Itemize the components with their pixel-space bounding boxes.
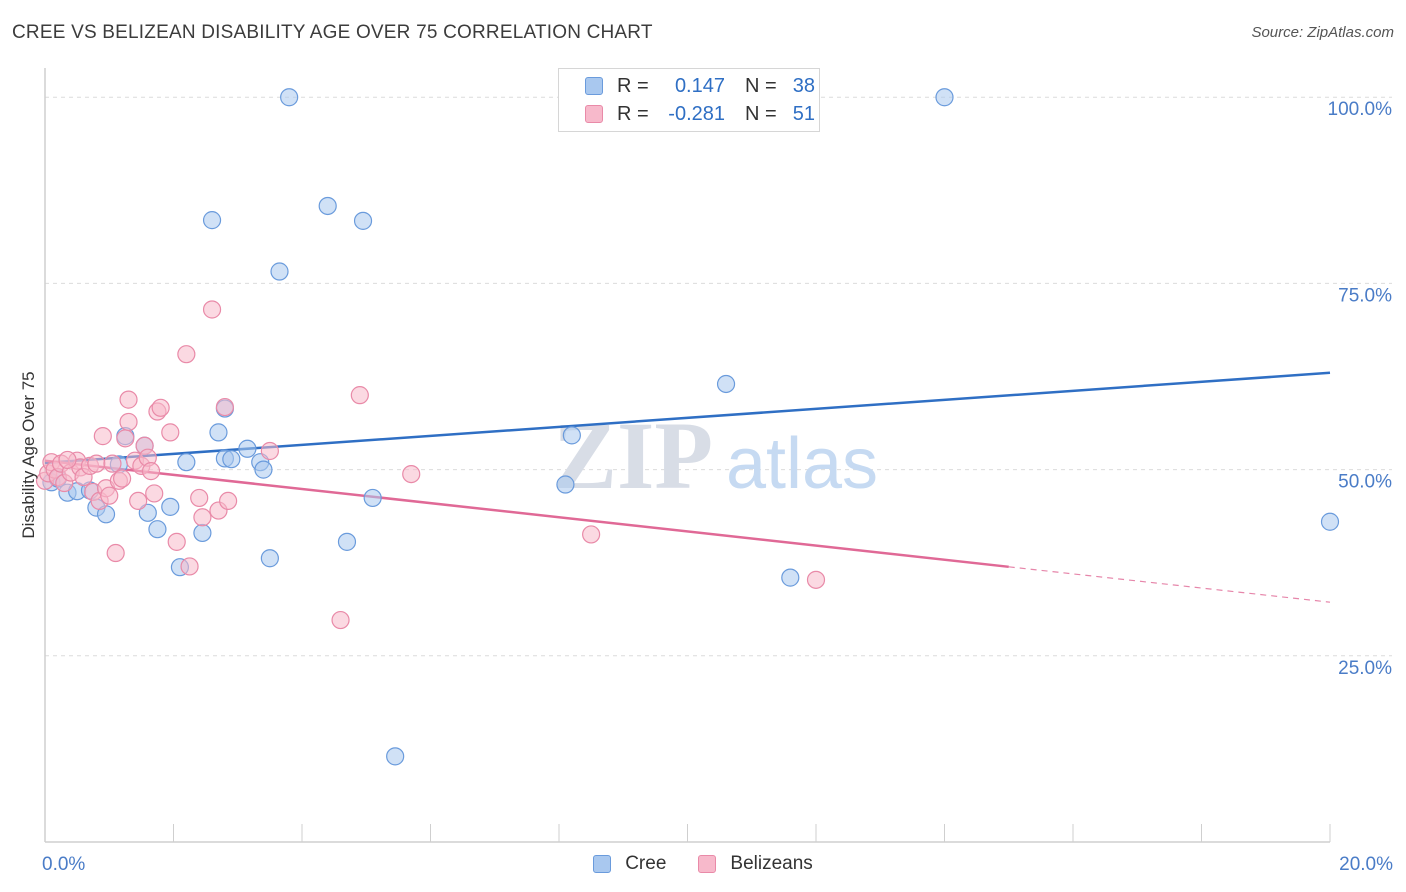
data-point-cree [353, 211, 373, 230]
series-legend: Cree Belizeans [0, 852, 1406, 876]
chart-source: Source: ZipAtlas.com [1251, 24, 1394, 41]
cree-swatch [585, 77, 603, 95]
data-point-belizeans [151, 398, 170, 417]
data-point-belizeans [93, 427, 112, 446]
data-point-cree [562, 426, 581, 445]
data-point-belizeans [202, 300, 222, 319]
y-tick-label: 50.0% [1338, 472, 1392, 493]
data-point-cree [193, 523, 212, 543]
trend-lines [44, 371, 1331, 603]
data-point-belizeans [112, 469, 132, 488]
data-point-cree [260, 549, 279, 568]
data-point-cree [148, 520, 167, 539]
watermark-zip: ZIP [553, 402, 713, 509]
y-tick-label: 75.0% [1338, 285, 1392, 306]
y-tick-label: 100.0% [1328, 99, 1393, 120]
data-point-belizeans [177, 345, 196, 364]
data-point-belizeans [141, 462, 161, 481]
x-tick-label: 20.0% [1339, 854, 1393, 875]
data-point-belizeans [58, 450, 77, 470]
data-point-cree [363, 488, 382, 508]
data-point-belizeans [219, 491, 238, 510]
data-point-belizeans [161, 423, 180, 442]
trend-line-cree [44, 371, 1331, 465]
data-point-belizeans [180, 557, 199, 576]
data-point-cree [138, 503, 157, 522]
belizeans-swatch [698, 855, 717, 873]
data-point-cree [254, 460, 273, 479]
data-point-belizeans [116, 429, 135, 448]
data-point-cree [238, 439, 257, 458]
data-point-cree [209, 423, 228, 442]
watermark-atlas: atlas [726, 424, 878, 504]
data-point-cree [1320, 512, 1340, 531]
legend-r-label: R = [617, 102, 649, 125]
trend-line-extension-belizeans [1008, 566, 1331, 603]
data-point-belizeans [215, 397, 234, 417]
data-point-belizeans [145, 484, 164, 503]
legend-label-belizeans: Belizeans [730, 853, 813, 874]
legend-n-label: N = [745, 102, 777, 125]
data-points [35, 88, 1340, 766]
data-point-cree [177, 453, 196, 472]
data-point-belizeans [260, 441, 279, 461]
data-point-belizeans [193, 508, 212, 527]
data-point-cree [386, 747, 405, 766]
axes [44, 68, 1331, 843]
data-point-cree [270, 262, 289, 281]
legend-row-belizeans: R = -0.281 N = 51 [559, 101, 815, 127]
legend-r-label: R = [617, 74, 649, 97]
data-point-cree [161, 497, 180, 516]
data-point-belizeans [119, 390, 138, 409]
data-point-belizeans [806, 570, 826, 589]
data-point-belizeans [87, 454, 106, 473]
data-point-belizeans [119, 412, 138, 432]
legend-item-cree: Cree [593, 852, 666, 876]
x-tick-label: 0.0% [42, 854, 85, 875]
trend-line-belizeans [44, 459, 1009, 569]
data-point-belizeans [350, 386, 369, 405]
y-tick-label: 25.0% [1338, 658, 1392, 679]
legend-n-label: N = [745, 74, 777, 97]
data-point-cree [935, 88, 954, 107]
data-point-cree [556, 475, 575, 494]
legend-r-value: 0.147 [674, 74, 725, 97]
legend-row-cree: R = 0.147 N = 38 [559, 73, 815, 99]
cree-swatch [593, 855, 612, 873]
data-point-cree [716, 374, 736, 394]
data-point-belizeans [167, 532, 186, 551]
data-point-cree [337, 532, 357, 551]
data-point-belizeans [100, 486, 119, 505]
data-point-cree [280, 88, 299, 107]
data-point-belizeans [106, 543, 125, 563]
gridlines [45, 96, 1392, 657]
data-point-cree [318, 196, 337, 216]
data-point-cree [781, 568, 800, 587]
data-point-belizeans [103, 454, 122, 473]
y-axis-label: Disability Age Over 75 [19, 371, 38, 538]
correlation-legend: R = 0.147 N = 38 R = -0.281 N = 51 [558, 68, 820, 132]
legend-r-value: -0.281 [668, 102, 725, 125]
legend-n-value: 38 [792, 74, 815, 97]
data-point-belizeans [190, 488, 209, 508]
legend-n-value: 51 [792, 102, 815, 125]
data-point-belizeans [129, 491, 148, 510]
legend-item-belizeans: Belizeans [698, 852, 813, 876]
chart-title: CREE VS BELIZEAN DISABILITY AGE OVER 75 … [12, 22, 653, 43]
data-point-cree [222, 450, 241, 469]
data-point-cree [202, 211, 222, 230]
data-point-belizeans [331, 610, 350, 630]
tick-labels: 25.0% 50.0% 75.0% 100.0% 0.0% 20.0% [42, 99, 1393, 875]
data-point-belizeans [582, 525, 601, 544]
belizeans-swatch [585, 105, 603, 123]
data-point-belizeans [402, 464, 421, 484]
legend-label-cree: Cree [625, 853, 667, 874]
